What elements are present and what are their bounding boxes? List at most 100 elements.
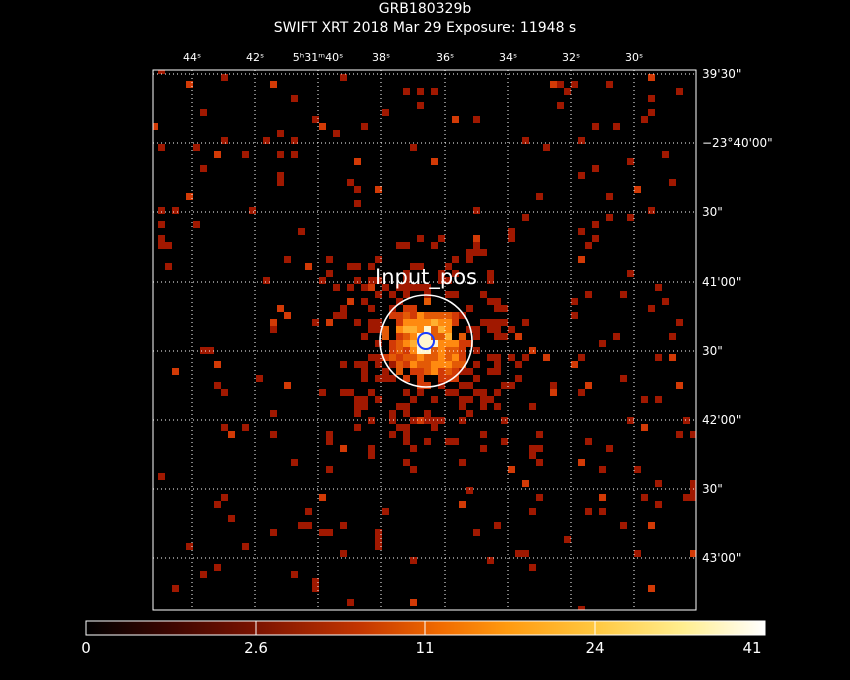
count-pixel [536, 494, 543, 501]
count-pixel [571, 81, 578, 88]
count-pixel [410, 319, 417, 326]
count-pixel [480, 319, 487, 326]
count-pixel [438, 319, 445, 326]
count-pixel [522, 550, 529, 557]
count-pixel [368, 354, 375, 361]
count-pixel [501, 417, 508, 424]
count-pixel [466, 410, 473, 417]
count-pixel [431, 242, 438, 249]
count-pixel [340, 389, 347, 396]
count-pixel [494, 522, 501, 529]
count-pixel [291, 571, 298, 578]
count-pixel [410, 284, 417, 291]
count-pixel [417, 347, 424, 354]
count-pixel [452, 340, 459, 347]
count-pixel [375, 529, 382, 536]
count-pixel [452, 354, 459, 361]
count-pixel [424, 438, 431, 445]
count-pixel [508, 326, 515, 333]
count-pixel [284, 312, 291, 319]
count-pixel [403, 340, 410, 347]
count-pixel [494, 305, 501, 312]
count-pixel [277, 172, 284, 179]
count-pixel [396, 368, 403, 375]
count-pixel [256, 375, 263, 382]
ra-tick-label: 36ˢ [435, 51, 455, 64]
count-pixel [417, 319, 424, 326]
count-pixel [403, 375, 410, 382]
count-pixel [620, 375, 627, 382]
count-pixel [634, 186, 641, 193]
count-pixel [396, 284, 403, 291]
count-pixel [648, 305, 655, 312]
count-pixel [508, 382, 515, 389]
count-pixel [186, 81, 193, 88]
count-pixel [676, 382, 683, 389]
count-pixel [459, 354, 466, 361]
count-pixel [396, 347, 403, 354]
count-pixel [466, 326, 473, 333]
count-pixel [501, 382, 508, 389]
count-pixel [452, 438, 459, 445]
count-pixel [529, 347, 536, 354]
count-pixel [333, 312, 340, 319]
count-pixel [396, 298, 403, 305]
count-pixel [487, 319, 494, 326]
count-pixel [445, 326, 452, 333]
count-pixel [158, 144, 165, 151]
count-pixel [431, 424, 438, 431]
count-pixel [620, 291, 627, 298]
count-pixel [424, 368, 431, 375]
count-pixel [466, 305, 473, 312]
count-pixel [340, 445, 347, 452]
count-pixel [613, 333, 620, 340]
count-pixel [410, 361, 417, 368]
count-pixel [354, 263, 361, 270]
count-pixel [326, 529, 333, 536]
count-pixel [214, 382, 221, 389]
count-pixel [361, 123, 368, 130]
count-pixel [676, 319, 683, 326]
count-pixel [417, 417, 424, 424]
count-pixel [487, 354, 494, 361]
count-pixel [326, 431, 333, 438]
count-pixel [606, 193, 613, 200]
count-pixel [578, 606, 585, 610]
count-pixel [228, 515, 235, 522]
count-pixel [445, 368, 452, 375]
count-pixel [403, 347, 410, 354]
count-pixel [200, 347, 207, 354]
count-pixel [375, 536, 382, 543]
count-pixel [585, 382, 592, 389]
dec-tick-label: 41'00" [702, 275, 742, 289]
ra-tick-label: 38ˢ [371, 51, 391, 64]
count-pixel [662, 151, 669, 158]
count-pixel [340, 305, 347, 312]
source-label: Input_pos [375, 265, 477, 290]
count-pixel [158, 207, 165, 214]
count-pixel [200, 109, 207, 116]
count-pixel [438, 277, 445, 284]
count-pixel [655, 501, 662, 508]
count-pixel [431, 88, 438, 95]
count-pixel [221, 137, 228, 144]
count-pixel [424, 417, 431, 424]
count-pixel [361, 361, 368, 368]
count-pixel [403, 389, 410, 396]
count-pixel [536, 459, 543, 466]
count-pixel [473, 242, 480, 249]
count-pixel [291, 137, 298, 144]
count-pixel [382, 508, 389, 515]
count-pixel [305, 522, 312, 529]
count-pixel [655, 354, 662, 361]
count-pixel [368, 326, 375, 333]
count-pixel [578, 354, 585, 361]
count-pixel [641, 494, 648, 501]
count-pixel [403, 410, 410, 417]
count-pixel [578, 256, 585, 263]
count-pixel [445, 263, 452, 270]
count-pixel [361, 333, 368, 340]
count-pixel [354, 158, 361, 165]
count-pixel [410, 333, 417, 340]
count-pixel [354, 319, 361, 326]
